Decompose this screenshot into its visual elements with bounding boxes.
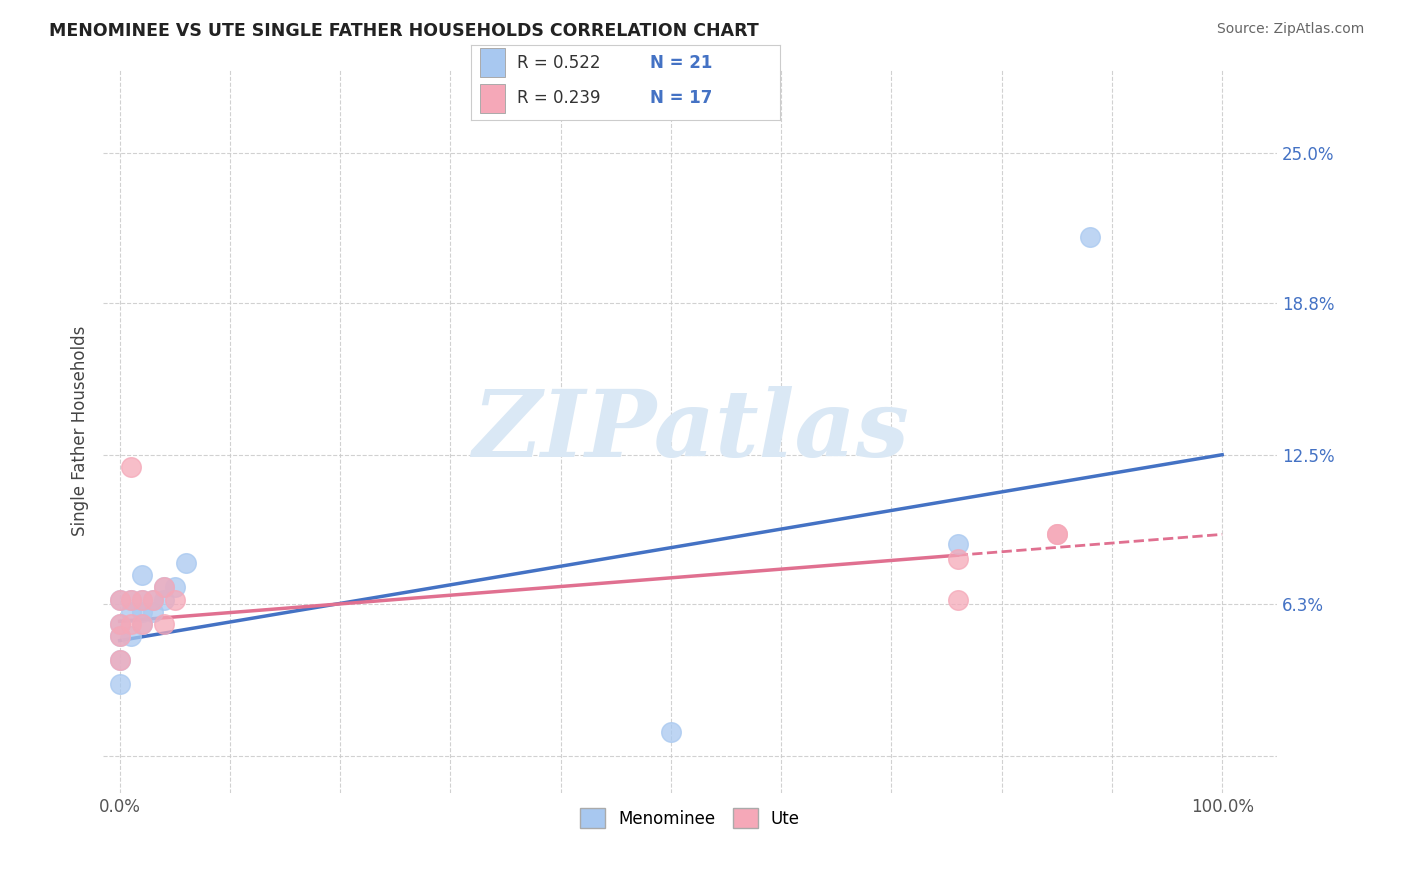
Point [131,592,153,607]
Point [946,592,969,607]
Point [131,616,153,631]
Point [120,616,142,631]
Bar [481,48,505,78]
Point [659,725,682,739]
Point [1046,527,1069,541]
Point [152,592,174,607]
Point [946,551,969,566]
Point [142,592,165,607]
Point [120,459,142,474]
Point [152,616,174,631]
Point [1078,230,1101,244]
Point [1046,527,1069,541]
Point [108,629,131,643]
Text: N = 17: N = 17 [651,89,713,107]
Point [152,581,174,595]
Point [174,557,197,571]
Bar [481,84,505,112]
Point [108,592,131,607]
Point [108,592,131,607]
Point [131,605,153,619]
Point [163,581,186,595]
Text: MENOMINEE VS UTE SINGLE FATHER HOUSEHOLDS CORRELATION CHART: MENOMINEE VS UTE SINGLE FATHER HOUSEHOLD… [49,22,759,40]
Text: Source: ZipAtlas.com: Source: ZipAtlas.com [1216,22,1364,37]
Legend: Menominee, Ute: Menominee, Ute [574,801,807,835]
Text: N = 21: N = 21 [651,54,713,71]
Text: R = 0.522: R = 0.522 [517,54,600,71]
Point [108,677,131,691]
Point [108,616,131,631]
Y-axis label: Single Father Households: Single Father Households [72,326,89,536]
Point [108,616,131,631]
Text: R = 0.239: R = 0.239 [517,89,600,107]
Point [108,653,131,667]
Point [108,653,131,667]
Point [120,629,142,643]
Point [946,537,969,551]
Point [142,592,165,607]
Point [131,592,153,607]
Point [108,629,131,643]
Point [163,592,186,607]
Point [120,592,142,607]
Point [120,605,142,619]
Point [120,592,142,607]
Point [131,568,153,582]
Point [131,616,153,631]
Text: ZIPatlas: ZIPatlas [471,385,908,475]
Point [152,581,174,595]
Point [142,605,165,619]
